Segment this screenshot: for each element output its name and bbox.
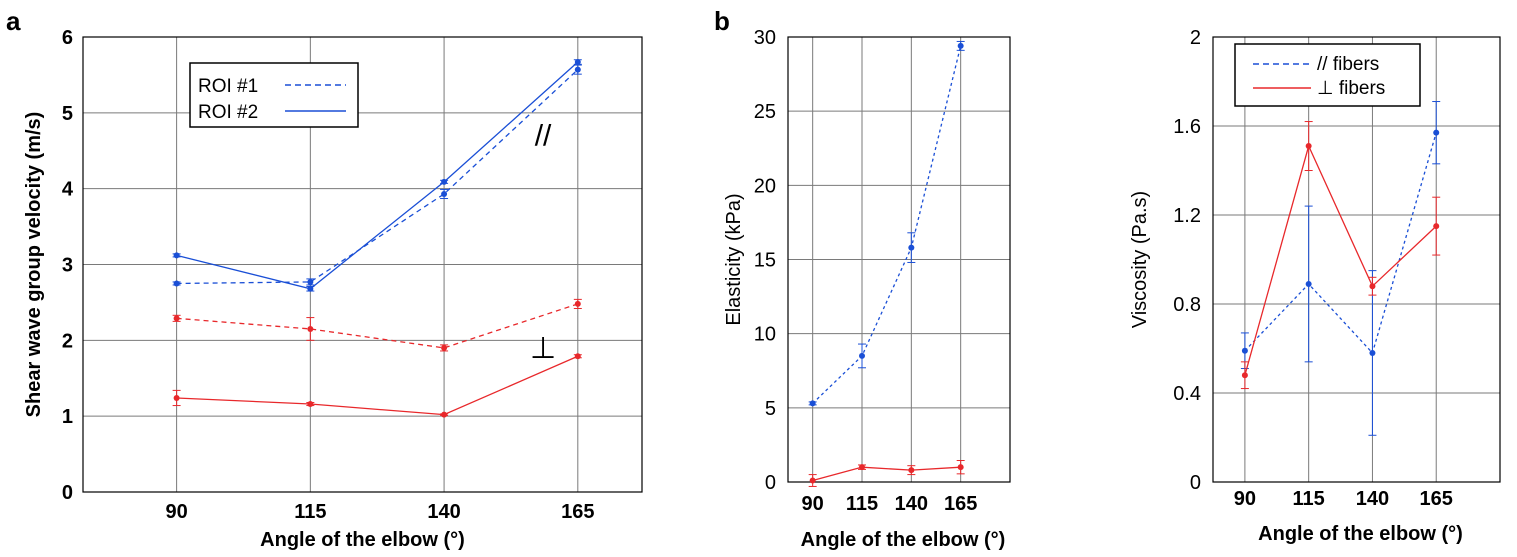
series-line (176, 303, 579, 349)
y-tick-label: 2 (62, 330, 73, 352)
y-tick-label: 6 (62, 27, 73, 49)
x-tick-label: 90 (802, 493, 824, 515)
data-point (957, 464, 964, 471)
legend-label: ⊥ fibers (1317, 78, 1385, 99)
plot-frame (82, 36, 643, 493)
y-tick-label: 1.6 (1173, 116, 1201, 138)
chart-shear-wave-velocity: 0 1 2 3 4 5 6 90 115 140 165 Angle of the elbow (°)… (23, 27, 643, 551)
data-point (173, 315, 180, 322)
data-point (441, 178, 448, 185)
y-tick-label: 5 (62, 103, 73, 125)
series-line (176, 61, 579, 290)
y-tick-label: 20 (754, 175, 776, 197)
data-point (441, 344, 448, 351)
data-point (1241, 347, 1248, 354)
data-point (1433, 129, 1440, 136)
data-point (307, 285, 314, 292)
y-tick-label: 30 (754, 27, 776, 49)
data-point (809, 400, 816, 407)
y-tick-label: 0.4 (1173, 383, 1201, 405)
x-tick-label: 90 (1234, 488, 1256, 510)
data-point (1305, 143, 1312, 150)
y-tick-label: 0 (765, 472, 776, 494)
data-point (1305, 280, 1312, 287)
x-tick-label: 165 (1420, 488, 1453, 510)
x-tick-label: 115 (294, 501, 326, 523)
annotation: ⊥ (530, 332, 556, 365)
data-point (859, 464, 865, 471)
plot-frame (787, 36, 1011, 483)
x-tick-label: 140 (1356, 488, 1389, 510)
series-line (176, 355, 579, 416)
y-tick-label: 2 (1190, 27, 1201, 49)
x-axis-title: Angle of the elbow (°) (1258, 523, 1463, 545)
legend-box (189, 62, 359, 128)
x-tick-label: 140 (895, 493, 928, 515)
legend-box (1234, 43, 1421, 107)
data-point (173, 394, 180, 401)
x-tick-label: 115 (846, 493, 878, 515)
data-point (1433, 223, 1440, 230)
data-point (574, 59, 581, 66)
x-tick-label: 165 (561, 501, 594, 523)
plot-frame (1212, 36, 1501, 483)
series-line (176, 69, 579, 285)
x-tick-label: 165 (944, 493, 977, 515)
data-point (173, 280, 180, 287)
data-point (957, 42, 964, 49)
data-point (307, 401, 314, 408)
data-point (307, 325, 314, 332)
series-line (812, 45, 962, 404)
y-axis-title: Elasticity (kPa) (723, 193, 745, 325)
annotation: // (535, 120, 552, 153)
x-tick-label: 90 (165, 501, 187, 523)
data-point (574, 66, 581, 73)
legend-label: ROI #1 (198, 76, 258, 97)
data-point (307, 278, 314, 285)
data-point (809, 477, 816, 484)
y-tick-label: 0.8 (1173, 294, 1201, 316)
data-point (441, 411, 448, 418)
data-point (173, 252, 180, 259)
data-point (1241, 372, 1248, 379)
series-line (812, 466, 961, 482)
y-tick-label: 4 (62, 179, 74, 201)
y-axis-title: Viscosity (Pa.s) (1129, 191, 1151, 328)
y-tick-label: 1 (62, 406, 73, 428)
data-point (441, 190, 448, 197)
y-tick-label: 1.2 (1173, 205, 1201, 227)
panel-letter-b: b (714, 6, 730, 36)
y-tick-label: 3 (62, 255, 73, 277)
y-axis-title: Shear wave group velocity (m/s) (23, 112, 45, 418)
data-point (574, 300, 581, 307)
data-point (908, 244, 915, 251)
y-tick-label: 0 (62, 482, 73, 504)
x-tick-label: 115 (1293, 488, 1325, 510)
data-point (1369, 283, 1376, 290)
chart-viscosity: 0 0.4 0.8 1.2 1.6 2 90 115 140 165 Angle of the el… (1129, 27, 1501, 545)
panel-letter-a: a (6, 6, 21, 36)
series-line (1244, 132, 1437, 355)
legend-label: // fibers (1317, 54, 1379, 75)
legend-label: ROI #2 (198, 102, 258, 123)
x-axis-title: Angle of the elbow (°) (260, 529, 465, 551)
y-tick-label: 25 (754, 101, 776, 123)
data-point (908, 467, 915, 474)
x-tick-label: 140 (427, 501, 460, 523)
y-tick-label: 5 (765, 398, 776, 420)
data-point (574, 353, 581, 360)
chart-elasticity: 0 5 10 15 20 25 30 90 115 140 165 Angle of the elbo… (723, 27, 1011, 551)
data-point (859, 352, 865, 359)
y-tick-label: 15 (754, 250, 776, 272)
y-tick-label: 10 (754, 324, 776, 346)
y-tick-label: 0 (1190, 472, 1201, 494)
data-point (1369, 349, 1376, 356)
x-axis-title: Angle of the elbow (°) (801, 529, 1006, 551)
series-line (1244, 144, 1437, 376)
